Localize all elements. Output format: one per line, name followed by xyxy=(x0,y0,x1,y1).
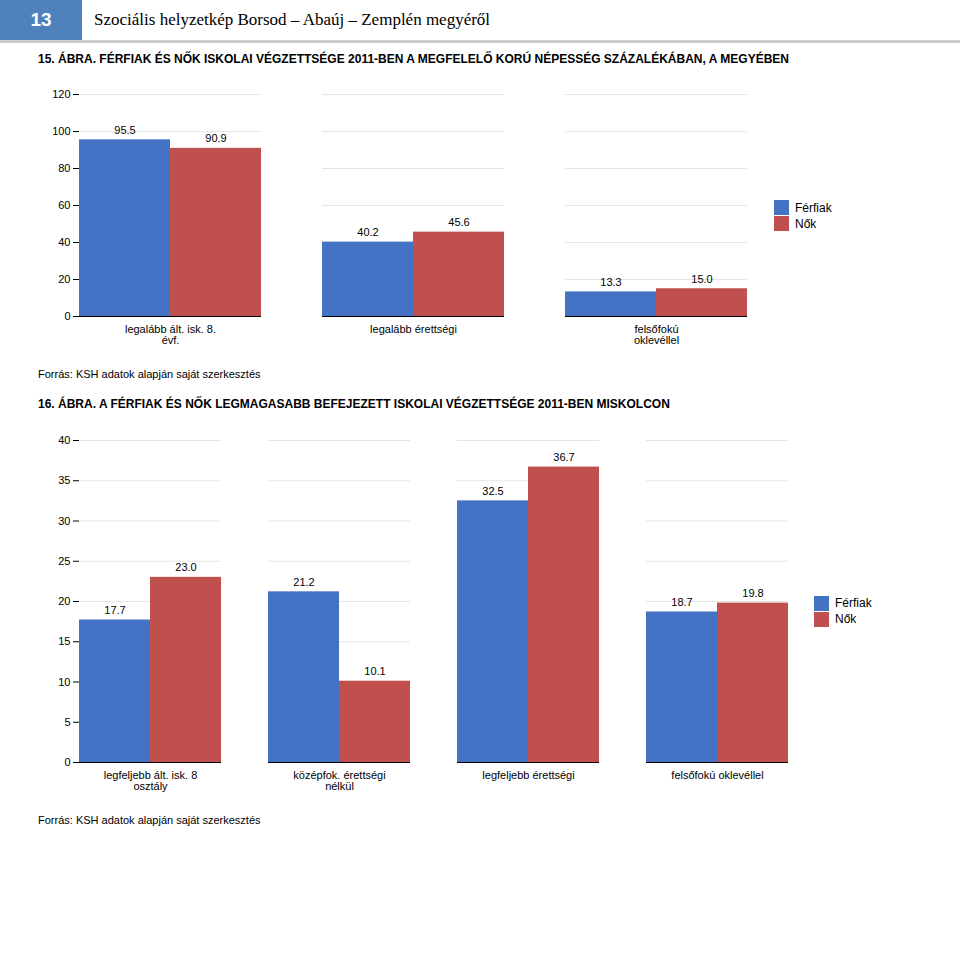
svg-text:0: 0 xyxy=(64,756,70,768)
svg-text:32.5: 32.5 xyxy=(482,485,503,497)
svg-text:23.0: 23.0 xyxy=(175,561,196,573)
svg-text:10.1: 10.1 xyxy=(364,665,385,677)
svg-text:40.2: 40.2 xyxy=(357,227,378,239)
html-text:16. ÁBRA. A FÉRFIAK ÉS NŐK LEG: 16. ÁBRA. A FÉRFIAK ÉS NŐK LEGMAGASABB B… xyxy=(38,397,670,412)
html-text:Nők: Nők xyxy=(795,216,817,231)
svg-text:60: 60 xyxy=(58,199,70,211)
html-text:Forrás: KSH adatok alapján saj: Forrás: KSH adatok alapján saját szerkes… xyxy=(38,813,261,826)
svg-text:legalább ált. isk. 8.évf.: legalább ált. isk. 8.évf. xyxy=(125,324,216,347)
svg-text:legalább érettségi: legalább érettségi xyxy=(370,324,457,336)
svg-text:120: 120 xyxy=(52,88,70,100)
html-text:Nők: Nők xyxy=(835,612,857,627)
svg-text:20: 20 xyxy=(58,273,70,285)
svg-text:legfeljebb érettségi: legfeljebb érettségi xyxy=(482,769,574,781)
svg-text:95.5: 95.5 xyxy=(114,124,135,136)
svg-text:legfeljebb ált. isk. 8osztály: legfeljebb ált. isk. 8osztály xyxy=(104,769,198,792)
svg-text:középfok. érettséginélkül: középfok. érettséginélkül xyxy=(293,769,385,792)
html-text:Forrás: KSH adatok alapján saj: Forrás: KSH adatok alapján saját szerkes… xyxy=(38,368,261,381)
svg-text:0: 0 xyxy=(64,310,70,322)
svg-text:20: 20 xyxy=(58,595,70,607)
svg-text:25: 25 xyxy=(58,555,70,567)
svg-text:19.8: 19.8 xyxy=(742,587,763,599)
svg-text:17.7: 17.7 xyxy=(104,604,125,616)
svg-text:40: 40 xyxy=(58,434,70,446)
svg-text:18.7: 18.7 xyxy=(671,596,692,608)
html-text:Férfiak: Férfiak xyxy=(835,596,872,611)
svg-text:100: 100 xyxy=(52,125,70,137)
svg-text:13.3: 13.3 xyxy=(600,276,621,288)
svg-text:40: 40 xyxy=(58,236,70,248)
svg-text:15.0: 15.0 xyxy=(691,273,712,285)
html-text:15. ÁBRA. FÉRFIAK ÉS NŐK ISKOL: 15. ÁBRA. FÉRFIAK ÉS NŐK ISKOLAI VÉGZETT… xyxy=(38,52,789,66)
svg-text:felsőfokúoklevéllel: felsőfokúoklevéllel xyxy=(634,324,679,347)
svg-text:36.7: 36.7 xyxy=(553,451,574,463)
svg-text:90.9: 90.9 xyxy=(205,133,226,145)
html-text:Szociális helyzetkép Borsod –: Szociális helyzetkép Borsod – Abaúj – Ze… xyxy=(94,10,491,29)
svg-text:15: 15 xyxy=(58,635,70,647)
svg-text:10: 10 xyxy=(58,675,70,687)
svg-text:30: 30 xyxy=(58,514,70,526)
svg-text:45.6: 45.6 xyxy=(448,217,469,229)
svg-text:21.2: 21.2 xyxy=(293,576,314,588)
svg-text:35: 35 xyxy=(58,474,70,486)
html-text:13: 13 xyxy=(30,9,52,30)
html-text:Férfiak: Férfiak xyxy=(795,200,832,215)
svg-text:felsőfokú oklevéllel: felsőfokú oklevéllel xyxy=(671,769,763,781)
svg-text:80: 80 xyxy=(58,162,70,174)
svg-text:5: 5 xyxy=(64,716,70,728)
